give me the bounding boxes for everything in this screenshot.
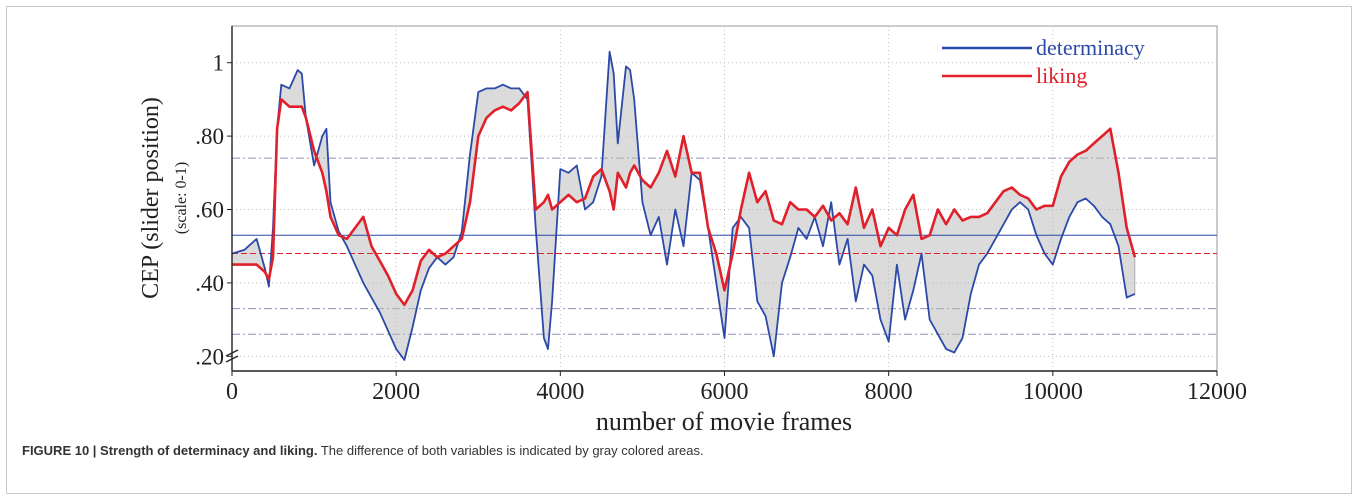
y-tick-label: .60	[195, 198, 224, 223]
caption-label: FIGURE 10 | Strength of determinacy and …	[22, 443, 318, 458]
y-axis-sublabel: (scale: 0-1)	[173, 162, 190, 234]
y-tick-label: .80	[195, 124, 224, 149]
y-tick-label: .20	[195, 344, 224, 369]
x-tick-label: 6000	[701, 379, 749, 405]
x-tick-label: 12000	[1187, 379, 1247, 405]
x-tick-label: 0	[226, 379, 238, 405]
x-tick-label: 4000	[536, 379, 584, 405]
series-lines	[231, 50, 1137, 361]
y-tick-label: 1	[213, 51, 225, 76]
caption-text: The difference of both variables is indi…	[317, 443, 704, 458]
liking-line	[232, 90, 1137, 307]
y-tick-label: .40	[195, 271, 224, 296]
legend: determinacy liking	[942, 35, 1145, 88]
x-tick-label: 8000	[865, 379, 913, 405]
legend-label-liking: liking	[1036, 63, 1087, 88]
x-tick-label: 10000	[1023, 379, 1083, 405]
axis-break-mark	[225, 349, 239, 363]
figure-caption: FIGURE 10 | Strength of determinacy and …	[22, 443, 1332, 458]
x-axis-label: number of movie frames	[596, 407, 852, 436]
determinacy-line	[231, 50, 1136, 361]
legend-label-determinacy: determinacy	[1036, 35, 1145, 60]
reference-lines	[232, 234, 1217, 255]
x-tick-label: 2000	[372, 379, 420, 405]
y-axis-label: CEP (slider position)	[138, 97, 164, 299]
axes: 0 2000 4000 6000 8000 10000 12000 .20 .40 .60 .80 1	[195, 26, 1247, 405]
line-chart: 0 2000 4000 6000 8000 10000 12000 .20 .40 .60 .80 1…	[138, 25, 1247, 436]
